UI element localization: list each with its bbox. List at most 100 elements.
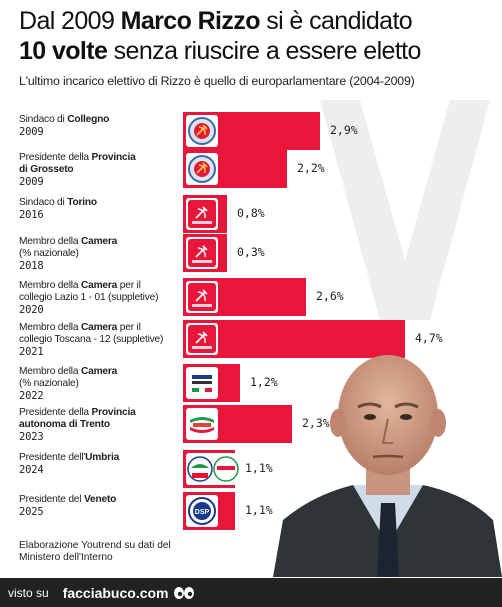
party-logo-icon: [186, 115, 218, 147]
label-bold: autonoma di Trento: [19, 419, 110, 431]
chart-subtitle: L'ultimo incarico elettivo di Rizzo è qu…: [19, 74, 415, 88]
title-line-2: 10 volte senza riuscire a essere eletto: [19, 36, 489, 66]
category-label: Membro della Camera per il collegio Lazio…: [19, 280, 184, 317]
title-text: senza riuscire a essere eletto: [107, 37, 422, 65]
label-line: Membro della Camera: [19, 366, 117, 377]
year-label: 2023: [19, 431, 44, 444]
label-line: (% nazionale): [19, 378, 79, 389]
eyes-icon: [173, 586, 194, 599]
data-label: 4,7%: [415, 331, 443, 345]
watermark-shape: [320, 100, 490, 320]
label-line: autonoma di Trento: [19, 419, 110, 430]
label-bold: di Grosseto: [19, 164, 74, 176]
label-text: Membro della: [19, 236, 81, 247]
chart-title: Dal 2009 Marco Rizzo si è candidato 10 v…: [19, 6, 489, 66]
party-logo-icon: [186, 367, 218, 399]
category-label: Membro della Camera (% nazionale) 2022: [19, 366, 184, 403]
label-line: Sindaco di Collegno: [19, 114, 109, 125]
year-label: 2018: [19, 260, 44, 273]
label-line: collegio Lazio 1 - 01 (suppletive): [19, 292, 159, 304]
party-logo-icon: [186, 323, 218, 355]
label-bold: Umbria: [85, 452, 120, 463]
data-label: 1,1%: [245, 461, 273, 475]
label-text: per il: [117, 322, 141, 333]
label-bold: Veneto: [83, 494, 117, 505]
footer-site-link[interactable]: facciabuco.com: [62, 584, 169, 601]
label-line: Membro della Camera per il: [19, 322, 141, 333]
label-line: collegio Toscana - 12 (suppletive): [19, 334, 163, 345]
label-text: collegio Toscana - 12 (suppletive): [19, 334, 164, 346]
year-label: 2022: [19, 390, 44, 403]
year-label: 2009: [19, 176, 44, 189]
bar: [183, 320, 405, 358]
label-line: Membro della Camera: [19, 236, 117, 247]
label-bold: Camera: [80, 280, 118, 291]
category-label: Membro della Camera (% nazionale) 2018: [19, 236, 184, 273]
label-bold: Provincia: [91, 407, 136, 418]
label-line: Sindaco di Torino: [19, 197, 97, 208]
label-text: Membro della: [19, 366, 81, 377]
label-line: Presidente del Veneto: [19, 494, 116, 505]
label-line: Membro della Camera per il: [19, 280, 141, 291]
label-text: Presidente del: [19, 494, 84, 505]
party-logo-icon: [186, 408, 218, 440]
data-label: 2,9%: [330, 123, 358, 137]
source-note: Elaborazione Youtrend su dati del Minist…: [19, 540, 171, 564]
data-label: 2,2%: [297, 161, 325, 175]
year-label: 2021: [19, 346, 44, 359]
category-label: Presidente della Provincia autonoma di Tr…: [19, 407, 184, 444]
year-label: 2020: [19, 304, 44, 317]
category-label: Presidente dell'Umbria 2024: [19, 452, 184, 476]
label-bold: Torino: [67, 197, 97, 208]
label-text: Membro della: [19, 280, 81, 291]
label-line: (% nazionale): [19, 248, 79, 259]
party-logo-icon: [186, 453, 240, 485]
data-label: 2,6%: [316, 289, 344, 303]
data-label: 0,3%: [237, 245, 265, 259]
site-footer: visto su facciabuco.com: [0, 578, 502, 607]
label-bold: Camera: [80, 322, 118, 333]
party-logo-icon: [186, 153, 218, 185]
label-line: Presidente della Provincia: [19, 407, 136, 418]
year-label: 2016: [19, 209, 44, 222]
label-bold: Collegno: [67, 114, 110, 125]
category-label: Sindaco di Torino 2016: [19, 197, 184, 221]
label-bold: Camera: [80, 236, 118, 247]
data-label: 1,1%: [245, 503, 273, 517]
year-label: 2024: [19, 464, 44, 477]
year-label: 2009: [19, 126, 44, 139]
party-logo-icon: [186, 281, 218, 313]
label-text: Membro della: [19, 322, 81, 333]
title-text: si è candidato: [259, 7, 413, 35]
label-text: (% nazionale): [19, 248, 79, 260]
label-text: Presidente della: [19, 152, 92, 163]
data-label: 2,3%: [302, 416, 330, 430]
title-count: 10 volte: [19, 37, 108, 65]
party-logo-icon: DSP: [186, 495, 218, 527]
label-text: Sindaco di: [19, 197, 68, 208]
label-line: Presidente della Provincia: [19, 152, 136, 163]
label-text: (% nazionale): [19, 378, 79, 390]
label-line: Presidente dell'Umbria: [19, 452, 119, 463]
party-logo-icon: [186, 237, 218, 269]
data-label: 0,8%: [237, 206, 265, 220]
category-label: Presidente della Provincia di Grosseto 200…: [19, 152, 184, 189]
label-bold: Camera: [80, 366, 118, 377]
portrait-photo: [273, 355, 502, 577]
category-label: Sindaco di Collegno 2009: [19, 114, 184, 138]
footer-visto: visto su: [8, 585, 49, 600]
data-label: 1,2%: [250, 375, 278, 389]
label-text: Presidente della: [19, 407, 92, 418]
category-label: Presidente del Veneto 2025: [19, 494, 184, 518]
category-label: Membro della Camera per il collegio Tosca…: [19, 322, 184, 359]
title-line-1: Dal 2009 Marco Rizzo si è candidato: [19, 6, 489, 36]
label-bold: Provincia: [91, 152, 136, 163]
party-logo-icon: [186, 198, 218, 230]
year-label: 2025: [19, 506, 44, 519]
label-text: Sindaco di: [19, 114, 68, 125]
title-text: Dal 2009: [19, 7, 121, 35]
label-text: per il: [117, 280, 141, 291]
logo-text: DSP: [195, 509, 210, 516]
label-line: di Grosseto: [19, 164, 74, 176]
label-text: collegio Lazio 1 - 01 (suppletive): [19, 292, 159, 304]
